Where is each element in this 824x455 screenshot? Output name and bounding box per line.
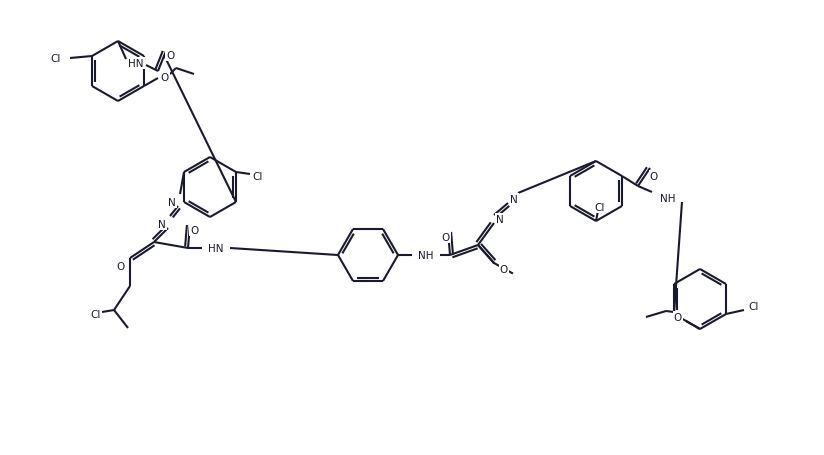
Text: O: O (674, 312, 682, 322)
Text: O: O (442, 233, 450, 243)
Text: NH: NH (660, 193, 676, 203)
Text: N: N (510, 195, 517, 205)
Text: HN: HN (208, 243, 224, 253)
Text: Cl: Cl (749, 301, 759, 311)
Text: N: N (168, 197, 176, 207)
Text: Cl: Cl (253, 172, 263, 182)
Text: NH: NH (419, 250, 433, 260)
Text: HN: HN (129, 59, 143, 69)
Text: O: O (650, 172, 658, 182)
Text: O: O (500, 264, 508, 274)
Text: O: O (190, 226, 198, 236)
Text: Cl: Cl (51, 54, 61, 64)
Text: O: O (116, 262, 124, 271)
Text: N: N (496, 214, 503, 224)
Text: Cl: Cl (91, 309, 101, 319)
Text: O: O (161, 73, 169, 83)
Text: N: N (158, 219, 166, 229)
Text: O: O (166, 51, 174, 61)
Text: Cl: Cl (595, 202, 605, 212)
